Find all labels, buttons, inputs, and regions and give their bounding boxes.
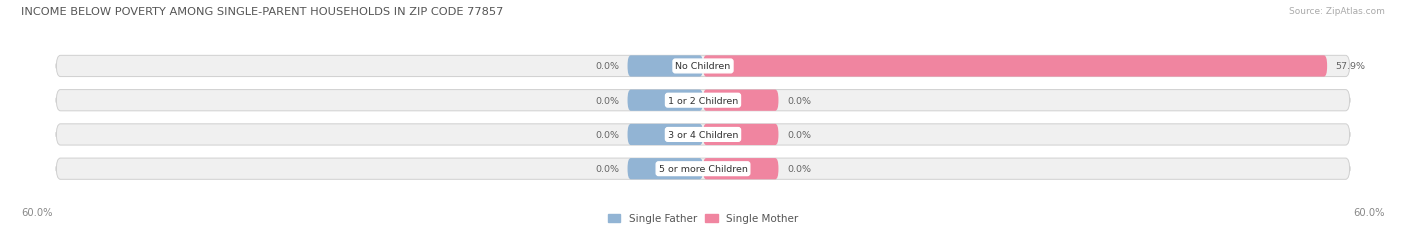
FancyBboxPatch shape bbox=[627, 124, 703, 146]
Text: Source: ZipAtlas.com: Source: ZipAtlas.com bbox=[1289, 7, 1385, 16]
Text: INCOME BELOW POVERTY AMONG SINGLE-PARENT HOUSEHOLDS IN ZIP CODE 77857: INCOME BELOW POVERTY AMONG SINGLE-PARENT… bbox=[21, 7, 503, 17]
Text: 0.0%: 0.0% bbox=[787, 164, 811, 173]
Text: 1 or 2 Children: 1 or 2 Children bbox=[668, 96, 738, 105]
FancyBboxPatch shape bbox=[703, 158, 779, 179]
FancyBboxPatch shape bbox=[56, 124, 1350, 146]
FancyBboxPatch shape bbox=[627, 158, 703, 179]
Text: 60.0%: 60.0% bbox=[21, 207, 52, 218]
Text: 0.0%: 0.0% bbox=[595, 130, 619, 139]
FancyBboxPatch shape bbox=[703, 90, 779, 111]
FancyBboxPatch shape bbox=[56, 56, 1350, 77]
Text: 60.0%: 60.0% bbox=[1354, 207, 1385, 218]
FancyBboxPatch shape bbox=[56, 158, 1350, 179]
Text: 0.0%: 0.0% bbox=[595, 62, 619, 71]
Text: 0.0%: 0.0% bbox=[787, 130, 811, 139]
FancyBboxPatch shape bbox=[56, 90, 1350, 111]
Text: 0.0%: 0.0% bbox=[595, 164, 619, 173]
FancyBboxPatch shape bbox=[703, 56, 1327, 77]
Text: 3 or 4 Children: 3 or 4 Children bbox=[668, 130, 738, 139]
FancyBboxPatch shape bbox=[703, 124, 779, 146]
FancyBboxPatch shape bbox=[627, 90, 703, 111]
FancyBboxPatch shape bbox=[627, 56, 703, 77]
Text: No Children: No Children bbox=[675, 62, 731, 71]
Text: 0.0%: 0.0% bbox=[595, 96, 619, 105]
Text: 0.0%: 0.0% bbox=[787, 96, 811, 105]
Text: 5 or more Children: 5 or more Children bbox=[658, 164, 748, 173]
Text: 57.9%: 57.9% bbox=[1336, 62, 1365, 71]
Legend: Single Father, Single Mother: Single Father, Single Mother bbox=[607, 213, 799, 224]
